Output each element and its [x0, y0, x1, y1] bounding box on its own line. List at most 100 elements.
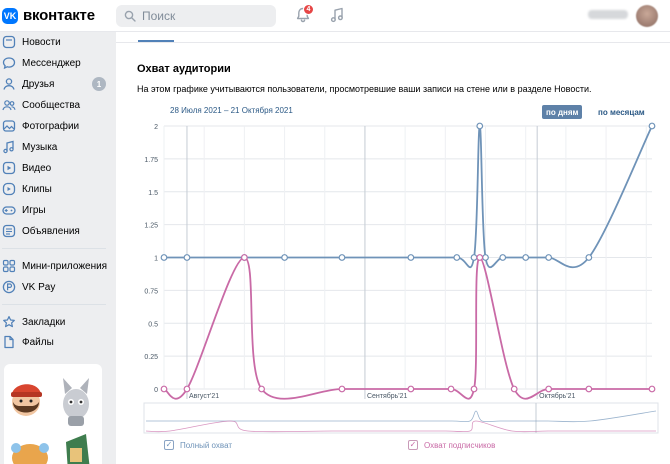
- sidebar-item-mini-apps[interactable]: Мини-приложения: [0, 256, 112, 276]
- vk-logo-text: вконтакте: [23, 7, 95, 24]
- notifications-badge: 4: [303, 4, 314, 15]
- gamepad-icon: [2, 206, 16, 215]
- legend-total[interactable]: ✓ Полный охват: [164, 440, 232, 450]
- y-tick-label: 1.25: [144, 223, 158, 230]
- avatar[interactable]: [636, 5, 658, 27]
- navigator-line-total: [146, 410, 657, 423]
- data-point-subscribers: [258, 385, 266, 393]
- data-point-subscribers: [447, 385, 455, 393]
- sidebar-item-bookmarks[interactable]: Закладки: [0, 312, 112, 332]
- sidebar-item-label: VK Pay: [22, 281, 56, 293]
- data-point-subscribers: [545, 385, 553, 393]
- sidebar-item-label: Клипы: [22, 183, 52, 195]
- y-tick-label: 0.5: [148, 321, 158, 328]
- data-point-total: [470, 254, 478, 261]
- video-icon: [2, 161, 16, 175]
- left-sidebar: Новости Мессенджер Друзья 1 Сообщества Ф…: [0, 32, 116, 464]
- y-tick-label: 0.75: [144, 288, 158, 295]
- apps-icon: [2, 259, 16, 273]
- data-point-total: [407, 254, 415, 261]
- data-point-total: [499, 254, 507, 261]
- sidebar-item-ads[interactable]: Объявления: [0, 221, 112, 241]
- data-point-subscribers: [338, 385, 346, 393]
- active-tab-indicator: [138, 40, 174, 42]
- chat-bubble-icon: [2, 57, 16, 70]
- sidebar-item-label: Друзья: [22, 78, 55, 90]
- legend-total-label: Полный охват: [180, 440, 233, 450]
- newspaper-icon: [2, 35, 16, 49]
- file-icon: [4, 335, 14, 349]
- sidebar-item-communities[interactable]: Сообщества: [0, 95, 112, 115]
- star-icon: [3, 316, 15, 328]
- clips-icon: [2, 182, 16, 196]
- search-icon: [124, 10, 136, 22]
- data-point-subscribers: [585, 385, 593, 393]
- data-point-subscribers: [648, 385, 656, 393]
- by-days-button[interactable]: по дням: [542, 105, 583, 119]
- sidebar-item-label: Мини-приложения: [22, 260, 108, 272]
- data-point-total: [453, 254, 461, 261]
- sidebar-divider: [2, 248, 106, 249]
- data-point-total: [648, 122, 656, 130]
- audience-reach-chart[interactable]: 0 0.25 0.5 0.75 1 1.25 1.5 1.75 2 Август'21 Сентяб…: [116, 32, 670, 464]
- sidebar-item-clips[interactable]: Клипы: [0, 179, 112, 199]
- sidebar-item-label: Музыка: [22, 141, 58, 153]
- stats-card: Охват аудитории На этом графике учитываю…: [116, 32, 670, 464]
- sidebar-divider: [2, 304, 106, 305]
- date-range-link[interactable]: 28 Июля 2021 – 21 Октября 2021: [170, 106, 293, 115]
- sidebar-item-label: Мессенджер: [22, 57, 81, 69]
- by-months-button[interactable]: по месяцам: [598, 107, 645, 117]
- data-point-subscribers: [510, 385, 518, 393]
- overview-navigator: [143, 402, 659, 434]
- stickers-promo[interactable]: [4, 364, 102, 464]
- sidebar-item-vkpay[interactable]: VK Pay: [0, 277, 112, 297]
- user-name-blurred[interactable]: [588, 10, 628, 19]
- data-point-subscribers: [470, 385, 478, 393]
- data-point-subscribers: [476, 254, 484, 261]
- sidebar-item-messenger[interactable]: Мессенджер: [0, 53, 112, 73]
- legend-subscribers-label: Охват подписчиков: [424, 440, 496, 450]
- sidebar-item-label: Игры: [22, 204, 46, 216]
- data-point-total: [476, 122, 484, 130]
- y-tick-label: 2: [154, 124, 158, 131]
- section-description: На этом графике учитываются пользователи…: [137, 84, 592, 94]
- sidebar-item-games[interactable]: Игры: [0, 200, 112, 220]
- music-icon[interactable]: [330, 7, 344, 23]
- sidebar-item-label: Новости: [22, 36, 61, 48]
- sidebar-item-files[interactable]: Файлы: [0, 332, 112, 352]
- ads-icon: [2, 224, 16, 238]
- data-point-subscribers: [183, 385, 191, 393]
- sidebar-item-video[interactable]: Видео: [0, 158, 112, 178]
- data-point-total: [545, 254, 553, 261]
- data-point-total: [183, 254, 191, 261]
- vkpay-icon: [2, 280, 16, 294]
- data-point-total: [281, 254, 288, 261]
- data-point-total: [160, 254, 168, 261]
- sidebar-item-news[interactable]: Новости: [0, 32, 112, 52]
- legend-subscribers[interactable]: ✓ Охват подписчиков: [408, 440, 495, 450]
- y-tick-label: 1.5: [148, 190, 158, 197]
- vk-logo[interactable]: VK вконтакте: [2, 7, 95, 24]
- top-header: VK вконтакте 4: [0, 0, 670, 32]
- checkbox-total[interactable]: ✓: [164, 440, 174, 450]
- sidebar-item-friends[interactable]: Друзья 1: [0, 74, 112, 94]
- search-input[interactable]: [142, 9, 262, 23]
- users-icon: [2, 100, 16, 111]
- x-tick-label: Октябрь'21: [539, 392, 575, 400]
- sidebar-item-label: Объявления: [22, 225, 80, 237]
- friends-count-badge: 1: [92, 77, 106, 91]
- sidebar-item-label: Сообщества: [22, 99, 81, 111]
- y-tick-label: 1: [154, 256, 158, 263]
- sidebar-item-label: Видео: [22, 162, 52, 174]
- section-title: Охват аудитории: [137, 63, 231, 75]
- data-point-total: [522, 254, 530, 261]
- sidebar-item-label: Закладки: [22, 316, 66, 328]
- sidebar-item-photos[interactable]: Фотографии: [0, 116, 112, 136]
- sidebar-item-music[interactable]: Музыка: [0, 137, 112, 157]
- vk-logo-mark: VK: [2, 7, 18, 24]
- navigator-line-subscribers: [145, 420, 656, 433]
- search-box[interactable]: [116, 5, 276, 27]
- checkbox-subscribers[interactable]: ✓: [408, 440, 418, 450]
- data-point-total: [585, 254, 593, 261]
- data-point-total: [482, 254, 489, 261]
